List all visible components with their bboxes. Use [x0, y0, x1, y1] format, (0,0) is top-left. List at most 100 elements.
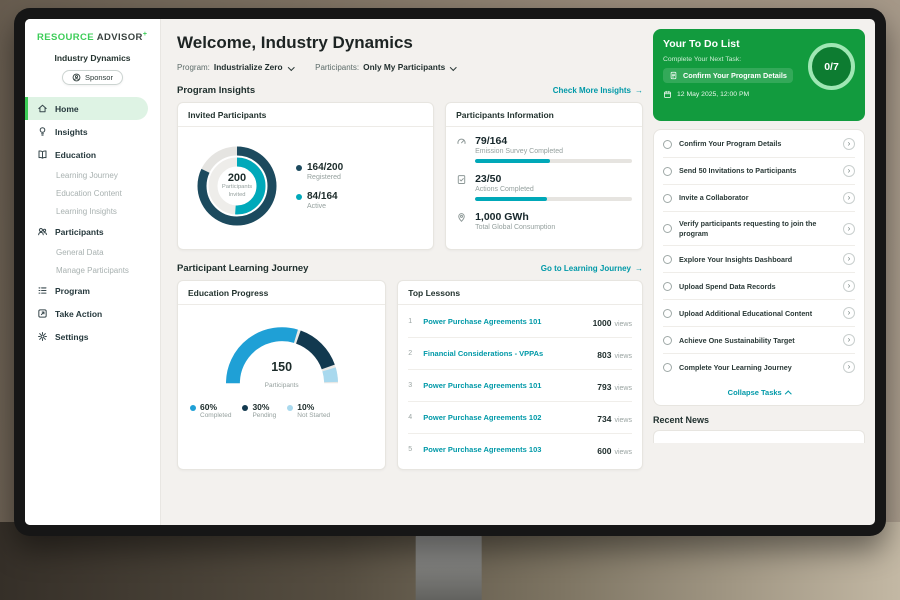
lesson-link[interactable]: Power Purchase Agreements 103: [423, 445, 542, 454]
participants-filter-label: Participants:: [315, 62, 360, 72]
check-more-insights-link[interactable]: Check More Insights →: [553, 86, 643, 95]
sidebar-item-participants[interactable]: Participants: [25, 220, 160, 243]
task-label: Complete Your Learning Journey: [679, 362, 792, 372]
chevron-down-icon[interactable]: [287, 63, 295, 71]
todo-task-item[interactable]: Upload Additional Educational Content ›: [663, 300, 855, 328]
page-title: Welcome, Industry Dynamics: [177, 33, 413, 52]
todo-task-item[interactable]: Explore Your Insights Dashboard ›: [663, 246, 855, 274]
donut-center-value: 200: [227, 172, 247, 185]
task-label: Send 50 Invitations to Participants: [679, 166, 797, 176]
todo-task-item[interactable]: Upload Spend Data Records ›: [663, 273, 855, 301]
sidebar-item-general-data[interactable]: General Data: [25, 243, 160, 261]
chevron-right-icon[interactable]: ›: [843, 334, 855, 347]
lesson-link[interactable]: Power Purchase Agreements 101: [423, 381, 542, 390]
task-checkbox[interactable]: [663, 308, 672, 318]
sidebar-item-insights[interactable]: Insights: [25, 120, 160, 143]
sidebar-item-settings[interactable]: Settings: [25, 325, 160, 348]
insights-cards-row: Invited Participants 200 Partic: [177, 102, 643, 250]
section-title: Participant Learning Journey: [177, 263, 309, 274]
lesson-rank: 1: [408, 318, 413, 325]
legend-label: Registered: [307, 174, 341, 181]
todo-task-item[interactable]: Invite a Collaborator ›: [663, 185, 855, 212]
lesson-link[interactable]: Power Purchase Agreements 102: [423, 413, 542, 422]
program-filter-label: Program:: [177, 62, 210, 72]
calendar-icon: [664, 90, 671, 98]
bulb-icon: [39, 127, 46, 136]
sponsor-badge-label: Sponsor: [85, 73, 113, 83]
todo-task-item[interactable]: Complete Your Learning Journey ›: [663, 354, 855, 380]
legend-dot: [242, 405, 249, 411]
todo-title: Your To Do List: [663, 38, 740, 50]
lesson-row: 5 Power Purchase Agreements 103 600 views: [408, 434, 632, 465]
sidebar-subitem-label: Learning Insights: [56, 206, 117, 216]
lesson-link[interactable]: Financial Considerations - VPPAs: [423, 349, 544, 358]
sponsor-badge[interactable]: Sponsor: [62, 70, 123, 86]
chevron-right-icon[interactable]: ›: [843, 222, 855, 235]
sidebar-item-take-action[interactable]: Take Action: [25, 302, 160, 325]
lesson-link[interactable]: Power Purchase Agreements 101: [423, 317, 542, 326]
participants-information-card: Participants Information 79/164 Emission…: [445, 102, 643, 250]
chevron-right-icon[interactable]: ›: [843, 253, 855, 266]
go-to-learning-journey-link[interactable]: Go to Learning Journey →: [541, 264, 643, 273]
legend-value: 30%: [252, 402, 270, 412]
actions-completed-row: 23/50 Actions Completed: [456, 173, 632, 201]
todo-task-item[interactable]: Confirm Your Program Details ›: [663, 131, 855, 158]
task-checkbox[interactable]: [663, 139, 672, 149]
sidebar-item-home[interactable]: Home: [25, 97, 148, 121]
chevron-down-icon[interactable]: [450, 63, 457, 71]
sidebar-subitem-label: Manage Participants: [56, 265, 129, 275]
task-label: Confirm Your Program Details: [679, 139, 782, 149]
todo-task-item[interactable]: Achieve One Sustainability Target ›: [663, 327, 855, 355]
task-checkbox[interactable]: [663, 254, 672, 264]
sidebar-subitem-label: Learning Journey: [56, 170, 118, 180]
program-filter: Program: Industrialize Zero: [177, 62, 295, 72]
chevron-right-icon[interactable]: ›: [843, 165, 855, 177]
todo-task-item[interactable]: Verify participants requesting to join t…: [663, 212, 855, 247]
donut-svg: [197, 146, 277, 226]
lesson-views-label: views: [614, 416, 632, 424]
task-checkbox[interactable]: [663, 224, 672, 234]
chevron-right-icon[interactable]: ›: [843, 192, 855, 204]
sidebar-item-program[interactable]: Program: [25, 279, 160, 302]
sidebar-item-education-content[interactable]: Education Content: [25, 184, 160, 202]
role-badge-wrap: Sponsor: [25, 69, 160, 87]
sidebar-item-education[interactable]: Education: [25, 143, 160, 166]
metric-label: Actions Completed: [475, 186, 534, 193]
progress-bar-fill: [475, 197, 548, 201]
chevron-right-icon[interactable]: ›: [843, 280, 855, 293]
org-name: Industry Dynamics: [54, 53, 131, 64]
next-task-chip[interactable]: Confirm Your Program Details: [663, 68, 793, 83]
program-filter-value[interactable]: Industrialize Zero: [213, 62, 283, 72]
card-title: Participants Information: [446, 103, 642, 127]
education-progress-body: 150 Participants 60% Completed: [178, 305, 385, 433]
metric-value: 23/50: [475, 173, 502, 185]
top-lessons-card: Top Lessons 1 Power Purchase Agreements …: [397, 280, 643, 470]
todo-task-item[interactable]: Send 50 Invitations to Participants ›: [663, 158, 855, 185]
task-checkbox[interactable]: [663, 362, 672, 372]
action-icon: [38, 309, 47, 318]
app-logo: RESOURCE ADVISOR+: [25, 31, 160, 43]
task-checkbox[interactable]: [663, 166, 672, 176]
task-checkbox[interactable]: [663, 335, 672, 345]
collapse-tasks-link[interactable]: Collapse Tasks: [663, 380, 855, 404]
sidebar-item-label: Take Action: [55, 308, 103, 319]
participants-filter-value[interactable]: Only My Participants: [363, 62, 446, 72]
donut-legend: 164/200 Registered 84/164 Active: [296, 162, 343, 210]
legend-label: Active: [307, 203, 327, 210]
gauge-center-value: 150: [271, 360, 293, 374]
task-label: Verify participants requesting to join t…: [679, 219, 817, 238]
chevron-right-icon[interactable]: ›: [843, 361, 855, 374]
chevron-right-icon[interactable]: ›: [843, 138, 855, 150]
emission-survey-row: 79/164 Emission Survey Completed: [456, 135, 632, 163]
metric-value: 1,000 GWh: [475, 211, 529, 223]
sidebar-item-manage-participants[interactable]: Manage Participants: [25, 261, 160, 279]
sidebar-item-learning-journey[interactable]: Learning Journey: [25, 166, 160, 184]
lesson-views-label: views: [614, 384, 632, 392]
task-checkbox[interactable]: [663, 281, 672, 291]
sidebar-item-label: Settings: [55, 331, 89, 342]
chevron-right-icon[interactable]: ›: [843, 307, 855, 320]
sidebar-item-learning-insights[interactable]: Learning Insights: [25, 202, 160, 220]
sidebar-item-label: Insights: [55, 126, 88, 137]
task-checkbox[interactable]: [663, 193, 672, 203]
logo-plus: +: [142, 31, 148, 38]
